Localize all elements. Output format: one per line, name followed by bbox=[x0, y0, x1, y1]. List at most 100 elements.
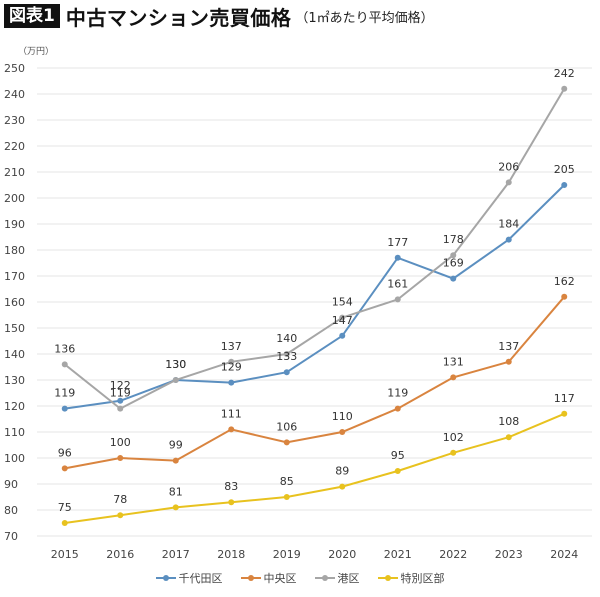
title-subtitle: （1㎡あたり平均価格） bbox=[295, 10, 434, 26]
legend-item: 千代田区 bbox=[155, 570, 223, 586]
data-point bbox=[283, 351, 290, 357]
data-label: 111 bbox=[221, 407, 242, 420]
data-label: 162 bbox=[554, 275, 575, 288]
y-tick-label: 240 bbox=[4, 88, 25, 101]
y-tick-label: 70 bbox=[4, 530, 18, 543]
data-point bbox=[172, 377, 179, 383]
data-label: 95 bbox=[391, 449, 405, 462]
data-label: 137 bbox=[221, 340, 242, 353]
data-point bbox=[450, 374, 457, 381]
data-point bbox=[450, 449, 457, 456]
data-point bbox=[117, 455, 124, 461]
data-label: 119 bbox=[387, 387, 408, 400]
y-tick-label: 80 bbox=[4, 504, 18, 517]
y-tick-label: 160 bbox=[4, 296, 25, 309]
data-label: 137 bbox=[498, 340, 519, 353]
data-label: 102 bbox=[443, 431, 464, 444]
data-point bbox=[505, 434, 512, 441]
data-label: 75 bbox=[58, 501, 72, 514]
legend-marker-icon bbox=[314, 575, 335, 581]
legend-label: 港区 bbox=[337, 572, 360, 585]
data-point bbox=[228, 426, 235, 433]
data-label: 85 bbox=[280, 475, 294, 488]
data-point bbox=[394, 405, 401, 412]
data-label: 131 bbox=[443, 355, 464, 368]
data-point bbox=[339, 332, 346, 339]
legend-item: 港区 bbox=[314, 570, 360, 586]
legend-item: 特別区部 bbox=[377, 570, 445, 586]
y-unit-label: （万円） bbox=[18, 47, 55, 57]
data-point bbox=[561, 85, 568, 92]
data-label: 89 bbox=[335, 465, 349, 478]
legend: 千代田区 中央区 港区 特別区部 bbox=[0, 570, 600, 586]
y-tick-label: 220 bbox=[4, 140, 25, 153]
y-tick-label: 130 bbox=[4, 374, 25, 387]
data-point bbox=[339, 483, 346, 490]
x-tick-label: 2017 bbox=[162, 548, 190, 561]
data-point bbox=[561, 410, 568, 417]
data-label: 178 bbox=[443, 233, 464, 246]
data-label: 117 bbox=[554, 392, 575, 405]
data-label: 99 bbox=[169, 439, 183, 452]
y-tick-label: 180 bbox=[4, 244, 25, 257]
series-line-0 bbox=[64, 184, 565, 410]
chart-title: 図表1 中古マンション売買価格 （1㎡あたり平均価格） bbox=[4, 3, 434, 30]
y-tick-label: 170 bbox=[4, 270, 25, 283]
x-tick-label: 2024 bbox=[550, 548, 578, 561]
data-point bbox=[450, 252, 457, 259]
data-point bbox=[172, 457, 179, 464]
data-label: 184 bbox=[498, 218, 519, 231]
data-point bbox=[505, 179, 512, 186]
data-label: 130 bbox=[165, 358, 186, 371]
data-point bbox=[505, 358, 512, 365]
data-point bbox=[117, 397, 124, 404]
data-label: 96 bbox=[58, 446, 72, 459]
data-point bbox=[228, 379, 235, 386]
data-label: 130 bbox=[165, 358, 186, 371]
y-tick-label: 190 bbox=[4, 218, 25, 231]
data-point bbox=[172, 504, 179, 511]
x-tick-label: 2022 bbox=[439, 548, 467, 561]
x-tick-label: 2023 bbox=[495, 548, 523, 561]
data-label: 119 bbox=[110, 387, 131, 400]
data-point bbox=[283, 369, 290, 376]
data-point bbox=[117, 512, 124, 519]
x-axis: 2015 2016 2017 2018 2019 2020 2021 2022 2023 2024 bbox=[51, 548, 579, 561]
data-point bbox=[394, 254, 401, 261]
data-point bbox=[283, 494, 290, 500]
y-tick-label: 210 bbox=[4, 166, 25, 179]
data-point bbox=[228, 499, 235, 506]
legend-label: 中央区 bbox=[263, 572, 297, 585]
legend-item: 中央区 bbox=[240, 570, 297, 586]
data-label: 154 bbox=[332, 296, 353, 309]
x-tick-label: 2020 bbox=[328, 548, 356, 561]
legend-label: 特別区部 bbox=[400, 572, 445, 585]
data-point bbox=[61, 465, 68, 472]
data-label: 78 bbox=[113, 493, 127, 506]
data-label: 242 bbox=[554, 67, 575, 80]
data-label: 119 bbox=[54, 387, 75, 400]
data-point bbox=[394, 468, 401, 474]
y-tick-label: 90 bbox=[4, 478, 18, 491]
data-point bbox=[339, 314, 346, 321]
data-label: 133 bbox=[276, 350, 297, 363]
data-point bbox=[339, 429, 346, 435]
x-tick-label: 2015 bbox=[51, 548, 79, 561]
data-label: 205 bbox=[554, 163, 575, 176]
figure-badge: 図表1 bbox=[4, 4, 60, 28]
x-tick-label: 2021 bbox=[384, 548, 412, 561]
y-tick-label: 100 bbox=[4, 452, 25, 465]
data-point bbox=[228, 358, 235, 365]
legend-marker-icon bbox=[377, 575, 398, 581]
data-point bbox=[394, 296, 401, 303]
y-tick-label: 120 bbox=[4, 400, 25, 413]
data-label: 81 bbox=[169, 485, 183, 498]
data-label: 106 bbox=[276, 420, 297, 433]
data-label: 100 bbox=[110, 436, 131, 449]
y-tick-label: 140 bbox=[4, 348, 25, 361]
y-tick-label: 200 bbox=[4, 192, 25, 205]
y-tick-label: 110 bbox=[4, 426, 25, 439]
legend-label: 千代田区 bbox=[178, 572, 223, 585]
